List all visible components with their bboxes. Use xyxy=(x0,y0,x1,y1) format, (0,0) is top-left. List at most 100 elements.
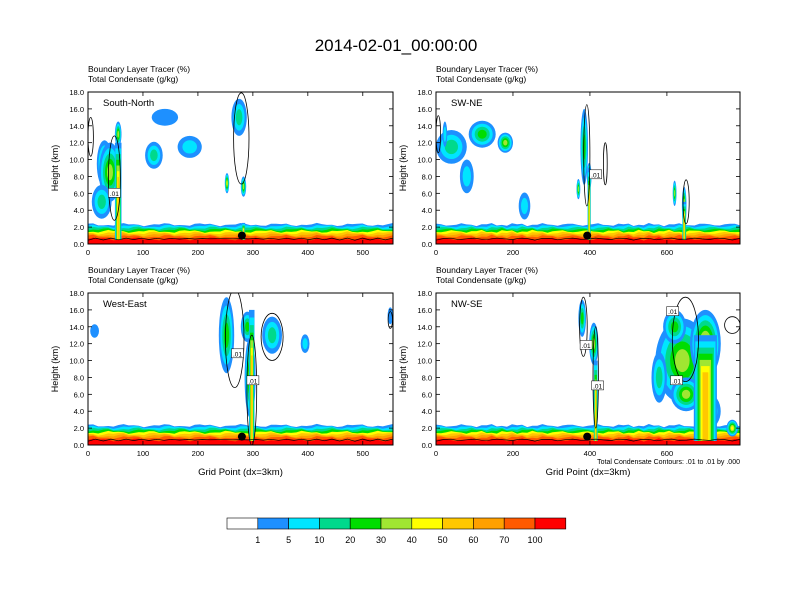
x-tick-label: 600 xyxy=(661,248,674,257)
contour-label: .01 xyxy=(110,191,119,198)
colorbar-swatch-5 xyxy=(380,517,413,530)
cross-section-label: SW-NE xyxy=(451,98,483,109)
cloud-1-level-4 xyxy=(245,321,250,332)
colorbar-swatch-1 xyxy=(257,517,289,530)
panel-west-east: .01 .01 0.0 2.0 4.0 6.0 8.0 10.0 12.0 14.0 16.0 18.… xyxy=(50,265,394,478)
contour-label-box xyxy=(108,188,121,198)
contour-label: .01 xyxy=(582,343,591,350)
condensate-contour-1 xyxy=(682,179,690,225)
location-marker xyxy=(237,432,246,441)
panel-header-condensate: Total Condensate (g/kg) xyxy=(436,74,526,84)
y-tick-label: 2.0 xyxy=(422,223,432,232)
x-tick-label: 300 xyxy=(247,248,260,257)
cloud-2-level-5 xyxy=(503,139,508,146)
x-tick-label: 200 xyxy=(192,248,205,257)
colorbar-swatch-2 xyxy=(288,517,320,530)
y-tick-label: 12.0 xyxy=(417,340,432,349)
contour-label: .01 xyxy=(672,378,681,385)
condensate-contour-3 xyxy=(436,115,441,154)
contour-label: .01 xyxy=(233,351,242,358)
x-tick-label: 100 xyxy=(137,248,150,257)
panel-header-tracer: Boundary Layer Tracer (%) xyxy=(436,64,538,74)
condensate-contour-1 xyxy=(246,334,258,445)
cloud-10-level-2 xyxy=(443,126,447,142)
x-tick-label: 300 xyxy=(247,449,260,458)
y-tick-label: 4.0 xyxy=(74,407,84,416)
plot-frame xyxy=(87,292,394,446)
y-tick-label: 6.0 xyxy=(422,390,432,399)
colorbar-label: 10 xyxy=(314,535,324,545)
x-tick-label: 500 xyxy=(357,449,370,458)
bl-band-level-10 xyxy=(436,237,740,244)
y-tick-label: 8.0 xyxy=(74,172,84,181)
colorbar-label: 5 xyxy=(286,535,291,545)
panel-sw-ne: .01 0.0 2.0 4.0 6.0 8.0 10.0 12.0 14.0 16.0 18.0 0 2… xyxy=(398,64,741,257)
y-tick-label: 12.0 xyxy=(69,340,84,349)
y-tick-label: 0.0 xyxy=(74,441,84,450)
cloud-0-level-3 xyxy=(444,139,458,155)
colorbar-swatch-10 xyxy=(534,517,567,530)
condensate-contour-3 xyxy=(387,311,393,329)
y-tick-label: 0.0 xyxy=(422,240,432,249)
colorbar-label: 100 xyxy=(527,535,542,545)
y-tick-label: 16.0 xyxy=(69,306,84,315)
y-tick-label: 14.0 xyxy=(417,122,432,131)
x-tick-label: 100 xyxy=(137,449,150,458)
contour-label: .01 xyxy=(591,172,600,179)
colorbar-label: 20 xyxy=(345,535,355,545)
plot-frame xyxy=(435,292,741,446)
condensate-contour-0 xyxy=(579,296,588,357)
cloud-1-level-5 xyxy=(107,164,113,181)
colorbar-label: 1 xyxy=(255,535,260,545)
cloud-0-level-4 xyxy=(223,322,230,348)
cloud-3-level-5 xyxy=(675,349,690,373)
x-tick-label: 400 xyxy=(584,449,597,458)
panel-south-north: .01 0.0 2.0 4.0 6.0 8.0 10.0 12.0 14.0 16.0 18.0 0 1… xyxy=(50,64,394,257)
cloud-9-level-3 xyxy=(97,194,106,209)
column-0-level-7 xyxy=(595,389,597,441)
y-tick-label: 6.0 xyxy=(422,189,432,198)
contour-label-box xyxy=(231,348,244,359)
cloud-3-level-2 xyxy=(462,166,471,187)
x-tick-label: 200 xyxy=(507,248,520,257)
y-tick-label: 2.0 xyxy=(74,223,84,232)
cloud-6-level-1 xyxy=(387,307,393,325)
panel-nw-se: .01 .01 .01 .01 0.0 2.0 4.0 6.0 8.0 10.0 12.0 14.0 1… xyxy=(398,265,741,478)
plot-area: .01 xyxy=(436,104,740,244)
cloud-7-level-5 xyxy=(577,186,579,192)
condensate-contour-3 xyxy=(724,316,740,334)
plot-area: .01 xyxy=(88,92,393,244)
y-tick-label: 6.0 xyxy=(74,189,84,198)
cloud-1-level-4 xyxy=(477,129,487,139)
y-tick-label: 4.0 xyxy=(422,206,432,215)
colorbar-swatch-0 xyxy=(226,517,259,530)
y-tick-label: 16.0 xyxy=(69,105,84,114)
colorbar-label: 70 xyxy=(499,535,509,545)
y-axis-label: Height (km) xyxy=(50,346,60,393)
y-axis-label: Height (km) xyxy=(398,346,408,393)
column-1-level-7 xyxy=(683,216,685,240)
condensate-contour-2 xyxy=(88,117,94,157)
y-axis-label: Height (km) xyxy=(50,145,60,192)
y-tick-label: 6.0 xyxy=(74,390,84,399)
cross-section-label: South-North xyxy=(103,98,154,109)
panel-header-condensate: Total Condensate (g/kg) xyxy=(436,275,526,285)
cloud-3-level-3 xyxy=(267,327,277,344)
y-tick-label: 18.0 xyxy=(69,289,84,298)
condensate-contour-2 xyxy=(260,312,284,361)
x-tick-label: 200 xyxy=(507,449,520,458)
cross-section-label: West-East xyxy=(103,299,147,310)
surface-contour xyxy=(88,438,393,442)
contour-label: .01 xyxy=(248,378,257,385)
condensate-contour-0 xyxy=(225,293,245,388)
panels-group: .01 0.0 2.0 4.0 6.0 8.0 10.0 12.0 14.0 16.0 18.0 0 1… xyxy=(50,64,741,478)
x-tick-label: 0 xyxy=(86,248,90,257)
y-tick-label: 10.0 xyxy=(417,357,432,366)
y-tick-label: 10.0 xyxy=(69,357,84,366)
y-tick-label: 14.0 xyxy=(69,122,84,131)
x-tick-label: 200 xyxy=(192,449,205,458)
cloud-4-level-2 xyxy=(521,197,528,215)
contour-label-box xyxy=(666,306,679,316)
cross-section-label: NW-SE xyxy=(451,299,483,310)
